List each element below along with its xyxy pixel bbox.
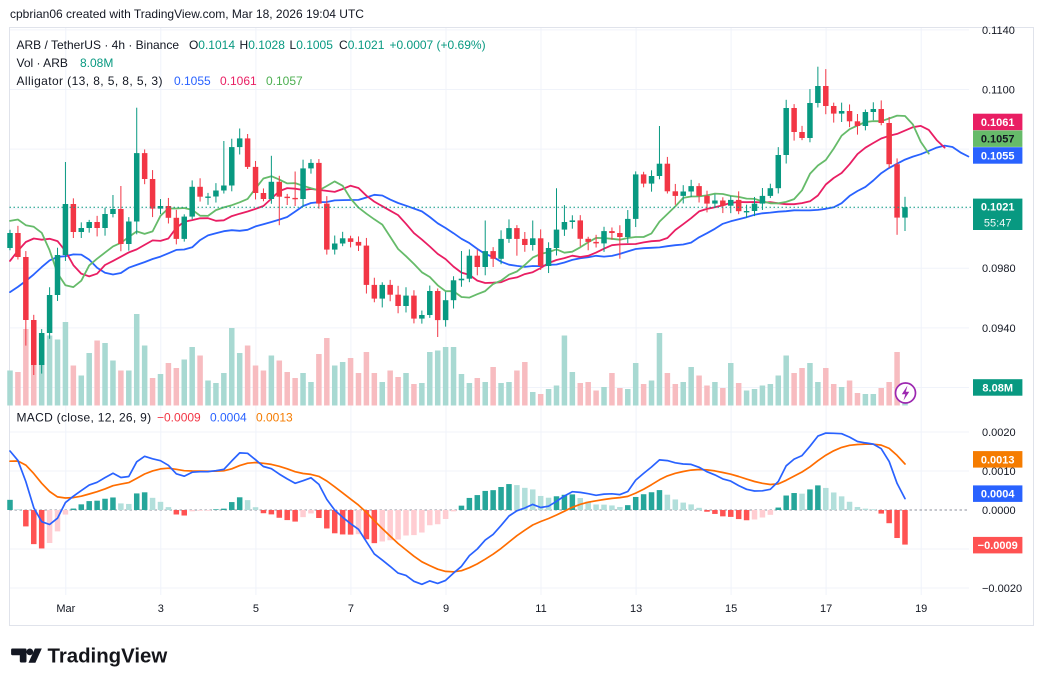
- svg-text:C: C: [339, 38, 348, 52]
- svg-text:0.0940: 0.0940: [982, 323, 1016, 335]
- svg-text:0.1005: 0.1005: [296, 38, 333, 52]
- svg-text:0.1057: 0.1057: [981, 134, 1015, 146]
- svg-text:0.0020: 0.0020: [982, 427, 1016, 439]
- svg-text:H: H: [240, 38, 249, 52]
- svg-text:9: 9: [443, 603, 449, 615]
- svg-text:3: 3: [158, 603, 164, 615]
- svg-text:0.1055: 0.1055: [174, 74, 211, 88]
- svg-text:0.1021: 0.1021: [981, 202, 1015, 214]
- svg-text:19: 19: [915, 603, 927, 615]
- svg-text:+0.0007 (+0.69%): +0.0007 (+0.69%): [390, 38, 486, 52]
- svg-text:0.0980: 0.0980: [982, 263, 1016, 275]
- svg-text:15: 15: [725, 603, 737, 615]
- svg-text:0.1057: 0.1057: [266, 74, 303, 88]
- svg-text:Alligator (13, 8, 5, 8, 5, 3): Alligator (13, 8, 5, 8, 5, 3): [17, 74, 163, 88]
- svg-text:0.1055: 0.1055: [981, 151, 1015, 163]
- svg-text:17: 17: [820, 603, 832, 615]
- svg-text:0.1014: 0.1014: [198, 38, 235, 52]
- svg-text:Vol · ARB: Vol · ARB: [17, 56, 68, 70]
- svg-text:55:47: 55:47: [984, 217, 1012, 229]
- svg-text:O: O: [189, 38, 198, 52]
- svg-text:cpbrian06 created with Trading: cpbrian06 created with TradingView.com, …: [10, 7, 364, 21]
- svg-text:0.1061: 0.1061: [981, 117, 1015, 129]
- svg-text:0.1140: 0.1140: [982, 25, 1015, 37]
- svg-text:8.08M: 8.08M: [80, 56, 113, 70]
- svg-text:ARB / TetherUS · 4h · Binance: ARB / TetherUS · 4h · Binance: [17, 38, 180, 52]
- svg-text:8.08M: 8.08M: [982, 383, 1013, 395]
- svg-text:−0.0009: −0.0009: [978, 540, 1018, 552]
- svg-text:0.0004: 0.0004: [981, 489, 1016, 501]
- svg-text:0.1061: 0.1061: [220, 74, 257, 88]
- svg-text:0.0004: 0.0004: [210, 411, 247, 425]
- svg-text:0.1028: 0.1028: [248, 38, 285, 52]
- svg-text:7: 7: [348, 603, 354, 615]
- svg-text:5: 5: [253, 603, 259, 615]
- svg-text:−0.0009: −0.0009: [157, 411, 201, 425]
- svg-text:−0.0020: −0.0020: [982, 583, 1022, 595]
- svg-text:Mar: Mar: [56, 603, 75, 615]
- svg-text:11: 11: [535, 603, 546, 615]
- svg-text:13: 13: [630, 603, 642, 615]
- svg-text:0.0010: 0.0010: [982, 466, 1016, 478]
- svg-text:TradingView: TradingView: [48, 646, 168, 668]
- svg-text:0.0013: 0.0013: [256, 411, 293, 425]
- svg-text:MACD (close, 12, 26, 9): MACD (close, 12, 26, 9): [17, 411, 152, 425]
- svg-text:0.0013: 0.0013: [981, 454, 1015, 466]
- svg-text:L: L: [290, 38, 297, 52]
- svg-text:0.1021: 0.1021: [348, 38, 385, 52]
- svg-text:0.1100: 0.1100: [982, 84, 1015, 96]
- svg-text:0.0000: 0.0000: [982, 505, 1016, 517]
